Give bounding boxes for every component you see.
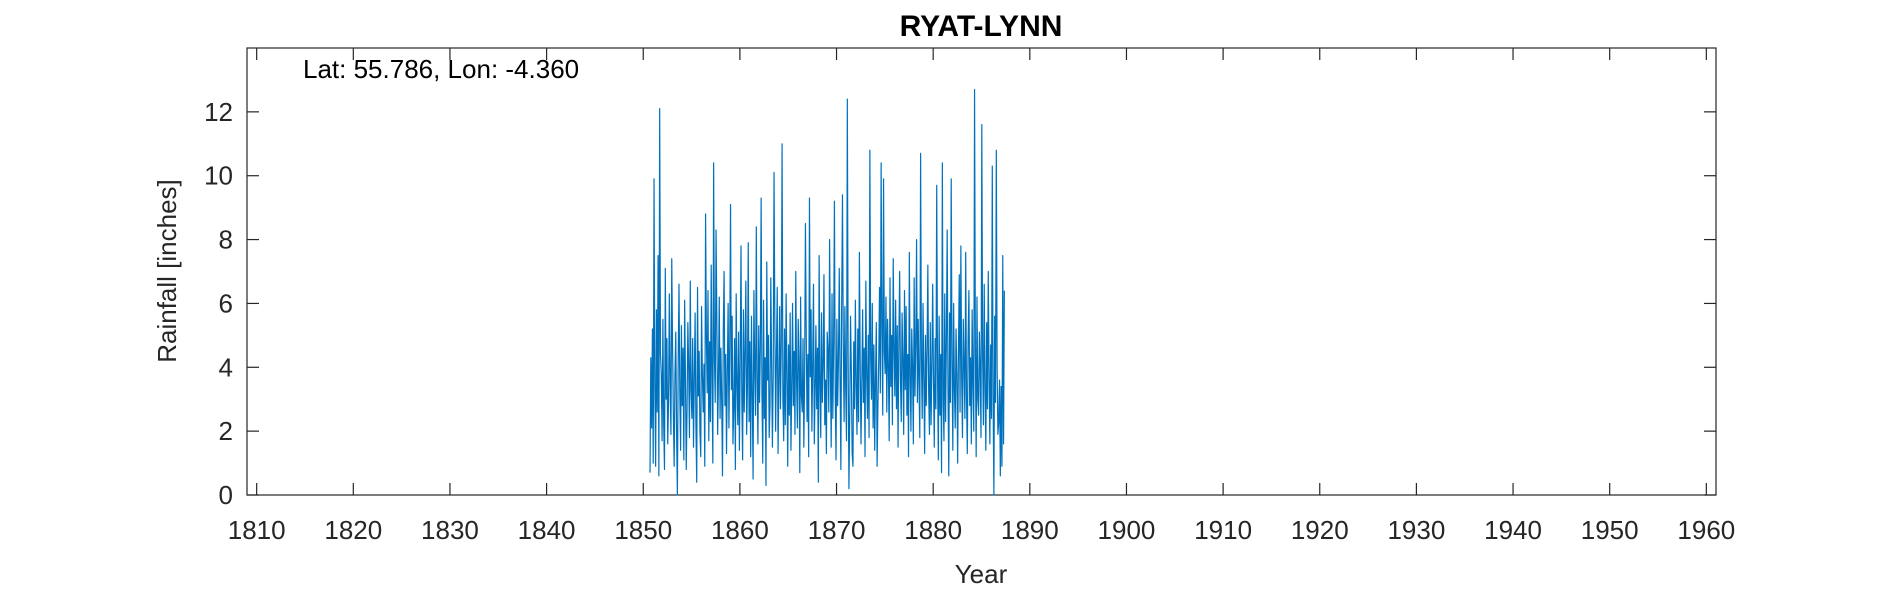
x-tick-label-1810: 1810 bbox=[228, 515, 286, 545]
x-tick-label-1900: 1900 bbox=[1098, 515, 1156, 545]
x-tick-label-1880: 1880 bbox=[904, 515, 962, 545]
x-tick-label-1830: 1830 bbox=[421, 515, 479, 545]
y-tick-label-2: 2 bbox=[219, 416, 233, 446]
x-tick-label-1820: 1820 bbox=[324, 515, 382, 545]
plot-area-frame bbox=[246, 47, 1717, 496]
y-tick-label-6: 6 bbox=[219, 288, 233, 318]
y-tick-label-0: 0 bbox=[219, 480, 233, 510]
x-tick-label-1960: 1960 bbox=[1677, 515, 1735, 545]
x-axis-ticks bbox=[256, 48, 1707, 495]
x-axis-title: Year bbox=[955, 559, 1008, 589]
x-tick-label-1870: 1870 bbox=[808, 515, 866, 545]
x-tick-label-1940: 1940 bbox=[1484, 515, 1542, 545]
x-tick-label-1910: 1910 bbox=[1194, 515, 1252, 545]
location-annotation: Lat: 55.786, Lon: -4.360 bbox=[303, 54, 579, 84]
x-tick-label-1840: 1840 bbox=[518, 515, 576, 545]
y-axis-tick-labels: 0 2 4 6 8 10 12 bbox=[204, 97, 233, 510]
x-tick-label-1920: 1920 bbox=[1291, 515, 1349, 545]
x-tick-label-1890: 1890 bbox=[1001, 515, 1059, 545]
y-axis-title: Rainfall [inches] bbox=[152, 179, 182, 363]
chart-title: RYAT-LYNN bbox=[900, 10, 1063, 43]
y-axis-ticks bbox=[247, 111, 1716, 496]
x-tick-label-1860: 1860 bbox=[711, 515, 769, 545]
x-axis-tick-labels: 1810 1820 1830 1840 1850 1860 1870 1880 1890 1900… bbox=[228, 515, 1736, 545]
y-tick-label-12: 12 bbox=[204, 97, 233, 127]
y-tick-label-10: 10 bbox=[204, 161, 233, 191]
x-tick-label-1850: 1850 bbox=[614, 515, 672, 545]
x-tick-label-1930: 1930 bbox=[1387, 515, 1445, 545]
y-tick-label-4: 4 bbox=[219, 352, 233, 382]
rainfall-series-line bbox=[649, 88, 1005, 496]
x-tick-label-1950: 1950 bbox=[1581, 515, 1639, 545]
y-tick-label-8: 8 bbox=[219, 225, 233, 255]
